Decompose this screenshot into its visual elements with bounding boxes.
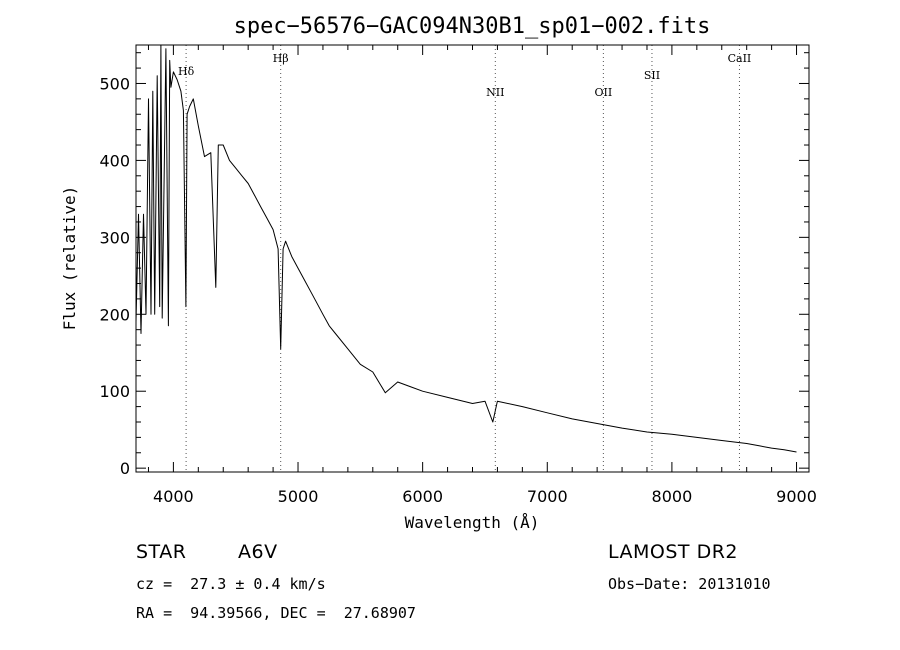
- coordinates: RA = 94.39566, DEC = 27.68907: [136, 604, 416, 622]
- survey-name: LAMOST DR2: [608, 541, 738, 563]
- y-tick-label: 200: [99, 305, 130, 324]
- x-tick-label: 9000: [776, 487, 817, 506]
- object-class: STAR: [136, 541, 187, 563]
- y-tick-label: 300: [99, 228, 130, 247]
- x-axis-label: Wavelength (Å): [405, 513, 540, 532]
- marker-label-0: Hδ: [178, 65, 195, 78]
- marker-label-5: CaII: [728, 52, 752, 65]
- y-axis: 0 100 200 300 400 500: [99, 52, 809, 478]
- y-tick-label: 500: [99, 74, 130, 93]
- y-tick-label: 0: [120, 459, 130, 478]
- x-tick-label: 5000: [278, 487, 319, 506]
- spectrum-chart: spec−56576−GAC094N30B1_sp01−002.fits HδH…: [60, 14, 817, 532]
- x-tick-label: 6000: [402, 487, 443, 506]
- y-axis-label: Flux (relative): [60, 186, 79, 331]
- x-axis: 4000 5000 6000 7000 8000 9000: [147, 45, 817, 506]
- chart-title: spec−56576−GAC094N30B1_sp01−002.fits: [234, 14, 711, 39]
- spectral-subclass: A6V: [238, 541, 278, 563]
- x-tick-label: 8000: [652, 487, 693, 506]
- y-tick-label: 400: [99, 151, 130, 170]
- redshift-value: cz = 27.3 ± 0.4 km/s: [136, 575, 326, 593]
- spectral-line-markers: Hδ Hβ NII OII SII CaII: [178, 45, 751, 472]
- series-line-0: [135, 44, 797, 453]
- x-tick-label: 7000: [527, 487, 568, 506]
- y-tick-label: 100: [99, 382, 130, 401]
- x-tick-label: 4000: [153, 487, 194, 506]
- spectrum-series: [135, 44, 797, 453]
- plot-frame: [135, 44, 810, 473]
- marker-label-3: OII: [595, 86, 613, 99]
- marker-label-4: SII: [644, 69, 660, 82]
- marker-label-2: NII: [486, 86, 504, 99]
- observation-date: Obs−Date: 20131010: [608, 575, 771, 593]
- marker-label-1: Hβ: [273, 52, 289, 65]
